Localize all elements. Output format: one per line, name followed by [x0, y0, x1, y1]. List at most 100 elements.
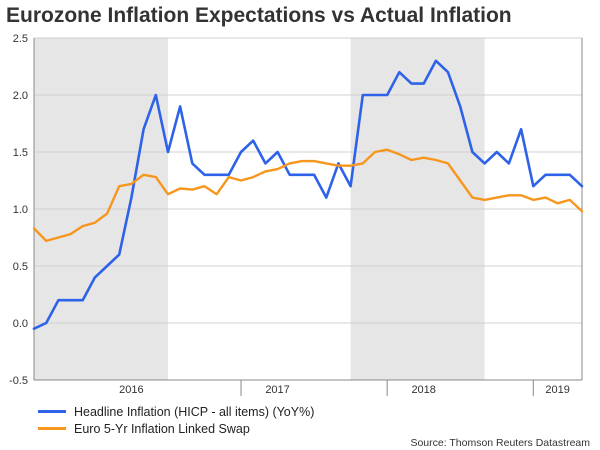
series-1-point [459, 179, 461, 182]
series-0-point [313, 174, 315, 176]
x-tick-label-2017: 2017 [265, 384, 289, 396]
series-1-point [155, 176, 157, 178]
series-1-point [508, 194, 510, 196]
source-note: Source: Thomson Reuters Datastream [410, 437, 590, 449]
legend-swatch-inflation-swap [38, 427, 66, 430]
series-0-point [471, 151, 473, 153]
series-1-point [106, 212, 108, 215]
series-1-point [435, 159, 437, 161]
series-1-point [69, 233, 72, 235]
series-0-point [520, 128, 522, 130]
series-1-point [301, 160, 303, 162]
series-1-point [130, 183, 133, 185]
series-1-point [557, 202, 559, 204]
series-1-point [57, 236, 59, 239]
series-1-point [240, 179, 242, 182]
series-1-point [447, 162, 449, 164]
series-0-point [155, 94, 157, 96]
series-0-point [301, 174, 303, 176]
series-1-point [118, 185, 120, 187]
series-0-point [252, 140, 254, 142]
series-0-point [386, 94, 388, 96]
y-tick-label: 2.0 [13, 90, 28, 102]
series-1-point [569, 199, 571, 201]
series-0-point [33, 328, 35, 330]
series-0-point [179, 105, 181, 107]
y-tick-label: 0.0 [13, 318, 28, 330]
series-0-point [483, 162, 486, 164]
series-0-point [289, 174, 291, 176]
series-0-point [350, 185, 352, 187]
series-1-point [82, 225, 84, 227]
series-0-point [240, 151, 242, 153]
series-1-point [471, 197, 473, 199]
legend-item-headline-inflation: Headline Inflation (HICP - all items) (Y… [38, 403, 314, 420]
series-1-point [581, 210, 583, 212]
series-0-point [94, 276, 96, 278]
series-0-point [82, 299, 84, 301]
series-0-point [228, 174, 230, 176]
series-1-point [264, 170, 266, 172]
series-1-point [191, 189, 193, 191]
series-1-point [94, 222, 96, 224]
series-1-point [252, 176, 254, 178]
series-0-point [423, 83, 425, 85]
series-1-point [423, 157, 425, 159]
x-tick-label-2019: 2019 [545, 384, 569, 396]
series-0-point [532, 185, 534, 187]
x-tick-label-2016: 2016 [119, 384, 143, 396]
series-1-point [337, 165, 340, 167]
series-0-point [216, 174, 218, 176]
series-1-point [289, 162, 291, 164]
series-1-point [179, 187, 181, 190]
series-0-point [374, 94, 376, 96]
series-0-point [398, 71, 400, 73]
series-0-point [557, 174, 559, 176]
series-1-point [33, 227, 35, 229]
series-0-point [203, 174, 206, 176]
series-0-point [130, 197, 133, 199]
series-0-point [362, 94, 364, 96]
y-tick-label: 0.5 [13, 261, 28, 273]
series-0-point [459, 105, 461, 107]
series-0-point [325, 197, 327, 199]
y-tick-label: 1.5 [13, 147, 28, 159]
series-0-point [45, 322, 47, 324]
legend-label-inflation-swap: Euro 5-Yr Inflation Linked Swap [74, 421, 250, 436]
series-1-point [544, 197, 547, 199]
series-1-point [386, 149, 388, 151]
legend-swatch-headline-inflation [38, 410, 66, 413]
series-1-point [167, 193, 169, 195]
series-1-point [483, 199, 486, 201]
series-0-point [410, 83, 413, 85]
series-0-point [337, 162, 340, 164]
legend-item-inflation-swap: Euro 5-Yr Inflation Linked Swap [38, 420, 314, 437]
series-1-point [496, 197, 498, 199]
chart-title: Eurozone Inflation Expectations vs Actua… [6, 4, 512, 27]
series-0-point [569, 174, 571, 176]
y-tick-label: 2.5 [13, 33, 28, 45]
series-1-point [313, 160, 315, 162]
series-1-point [520, 194, 522, 196]
y-tick-label: 1.0 [13, 204, 28, 216]
series-0-point [581, 185, 583, 187]
series-1-point [410, 159, 413, 161]
series-1-point [532, 199, 534, 201]
series-1-point [216, 193, 218, 195]
series-0-point [264, 162, 266, 164]
series-1-point [143, 174, 145, 176]
series-1-point [350, 165, 352, 167]
series-line-1 [32, 148, 584, 243]
x-tick-label-2018: 2018 [411, 384, 435, 396]
y-tick-label: -0.5 [9, 375, 28, 387]
series-0-point [118, 254, 120, 256]
series-1-point [374, 151, 376, 153]
series-1-point [398, 153, 400, 155]
series-0-point [508, 162, 510, 164]
series-0-point [57, 299, 59, 301]
legend-label-headline-inflation: Headline Inflation (HICP - all items) (Y… [74, 404, 315, 419]
series-0-point [276, 151, 279, 153]
series-0-point [167, 151, 169, 153]
series-0-point [447, 71, 449, 73]
